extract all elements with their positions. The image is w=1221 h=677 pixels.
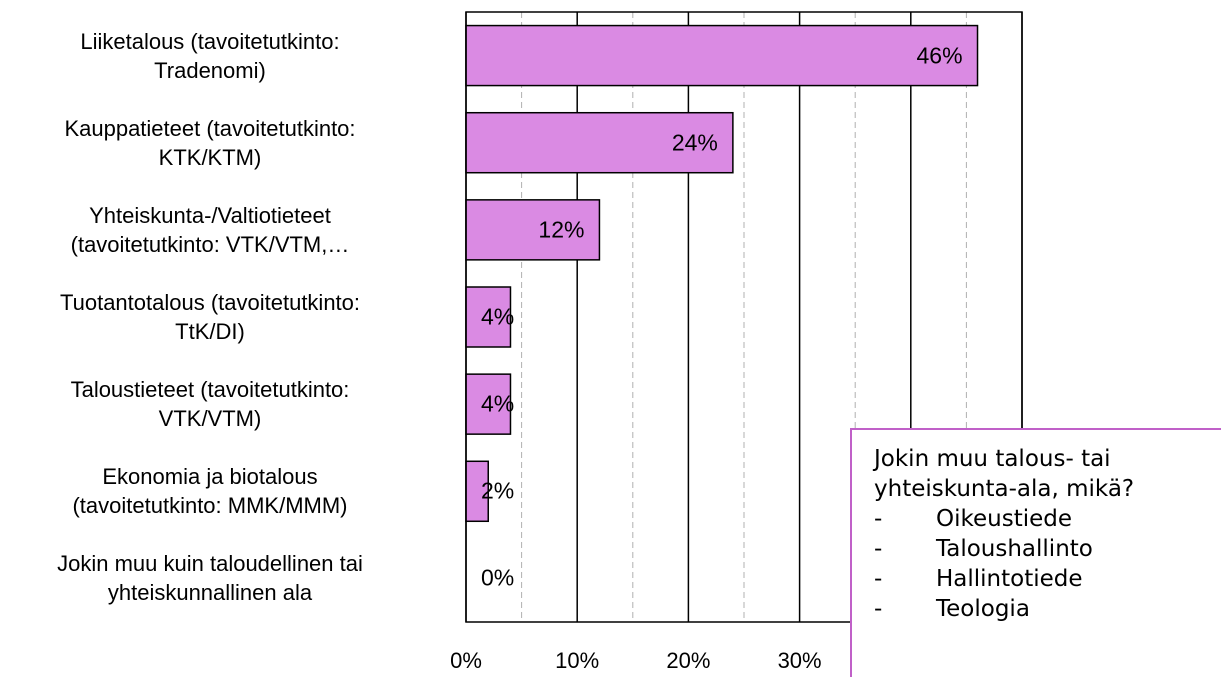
x-tick-label: 20% [666, 648, 711, 673]
bar [465, 199, 601, 261]
bar [465, 24, 979, 87]
bar [465, 286, 512, 348]
x-tick-label: 0% [450, 648, 482, 673]
y-tick-label: Jokin muu kuin taloudellinen tai yhteisk… [57, 551, 363, 606]
value-label: 12% [538, 216, 585, 243]
value-label: 4% [481, 390, 515, 417]
annotation-item: Hallintotiede [874, 564, 1221, 594]
y-tick-label: Liiketalous (tavoitetutkinto: Tradenomi) [80, 28, 340, 83]
x-tick-label: 30% [777, 648, 822, 673]
plot-frame [465, 11, 1023, 623]
annotation-box: Jokin muu talous- tai yhteiskunta-ala, m… [850, 428, 1221, 677]
annotation-item: Taloushallinto [874, 534, 1221, 564]
value-label: 2% [481, 477, 515, 504]
value-label: 0% [481, 564, 515, 591]
y-tick-label: Kauppatieteet (tavoitetutkinto: KTK/KTM) [64, 115, 356, 170]
y-tick-label: Tuotantotalous (tavoitetutkinto: TtK/DI) [59, 290, 361, 344]
y-tick-label: Ekonomia ja biotalous (tavoitetutkinto: … [72, 464, 348, 519]
value-label: 24% [671, 129, 718, 156]
x-tick-label: 10% [555, 648, 600, 673]
y-tick-label: Yhteiskunta-/Valtiotieteet (tavoitetutki… [70, 202, 350, 257]
annotation-item: Oikeustiede [874, 504, 1221, 534]
value-label: 46% [916, 42, 963, 69]
bar [465, 373, 512, 435]
annotation-item: Teologia [874, 594, 1221, 624]
annotation-title: Jokin muu talous- tai yhteiskunta-ala, m… [874, 446, 1135, 502]
bar [465, 111, 734, 174]
y-tick-label: Taloustieteet (tavoitetutkinto: VTK/VTM) [70, 377, 350, 432]
value-label: 4% [481, 303, 515, 330]
